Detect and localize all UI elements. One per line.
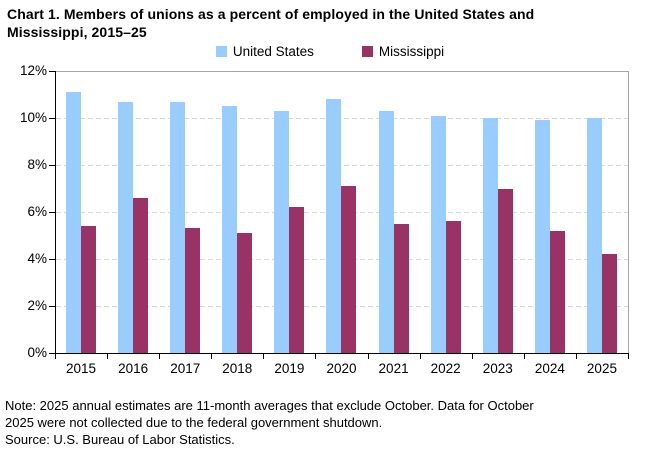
bar-united-states-2018 xyxy=(222,106,238,353)
bar-mississippi-2025 xyxy=(601,254,617,353)
legend-item-mississippi: Mississippi xyxy=(361,44,445,59)
x-axis-label-2023: 2023 xyxy=(482,361,513,376)
x-axis-label-2024: 2024 xyxy=(534,361,565,376)
y-axis-label-8%: 8% xyxy=(27,157,47,172)
chart-footer: Note: 2025 annual estimates are 11-month… xyxy=(5,397,657,448)
bar-mississippi-2023 xyxy=(497,188,513,353)
bar-mississippi-2017 xyxy=(185,228,201,353)
bar-mississippi-2020 xyxy=(341,186,357,353)
y-axis-tick-4% xyxy=(49,259,55,260)
x-axis-tick-9 xyxy=(523,354,525,359)
bar-mississippi-2018 xyxy=(237,233,253,353)
x-axis-tick-0 xyxy=(55,354,56,359)
bar-group-2018 xyxy=(211,71,263,353)
bar-mississippi-2022 xyxy=(445,221,461,353)
legend-marker-united-states-icon xyxy=(215,46,227,57)
y-axis-tick-12% xyxy=(49,71,55,72)
bar-group-2025 xyxy=(576,71,628,353)
x-axis-tick-5 xyxy=(315,354,317,359)
bar-group-2019 xyxy=(263,71,315,353)
bar-mississippi-2024 xyxy=(549,230,565,353)
bar-group-2021 xyxy=(368,71,420,353)
y-axis-label-4%: 4% xyxy=(27,251,47,266)
bar-group-2024 xyxy=(524,71,576,353)
x-axis-tick-1 xyxy=(107,354,109,359)
y-axis-label-6%: 6% xyxy=(27,204,47,219)
bar-mississippi-2016 xyxy=(133,197,149,353)
chart-title-line2: Mississippi, 2015–25 xyxy=(7,24,147,40)
x-axis-tick-2 xyxy=(159,354,161,359)
x-axis-label-2022: 2022 xyxy=(430,361,461,376)
bar-mississippi-2019 xyxy=(289,207,305,353)
y-axis-label-12%: 12% xyxy=(19,63,47,78)
bar-group-2022 xyxy=(420,71,472,353)
y-axis-tick-10% xyxy=(49,118,55,119)
x-axis-label-2025: 2025 xyxy=(586,361,617,376)
bar-united-states-2017 xyxy=(170,101,186,353)
bar-united-states-2020 xyxy=(326,99,342,353)
x-axis xyxy=(55,353,629,354)
y-axis-tick-8% xyxy=(49,165,55,166)
x-axis-tick-11 xyxy=(628,354,629,359)
x-axis-label-2016: 2016 xyxy=(118,361,149,376)
x-axis-tick-8 xyxy=(471,354,473,359)
legend-item-united-states: United States xyxy=(215,44,314,59)
x-axis-label-2017: 2017 xyxy=(170,361,201,376)
legend-label-mississippi: Mississippi xyxy=(378,44,445,59)
gridline-10% xyxy=(56,118,628,119)
bar-united-states-2015 xyxy=(66,92,82,353)
x-axis-tick-3 xyxy=(211,354,213,359)
x-axis-label-2019: 2019 xyxy=(274,361,305,376)
y-axis-tick-2% xyxy=(49,306,55,307)
bar-mississippi-2021 xyxy=(393,223,409,353)
bar-united-states-2022 xyxy=(430,115,446,353)
bar-group-2023 xyxy=(472,71,524,353)
y-axis-label-0%: 0% xyxy=(27,345,47,360)
x-axis-tick-4 xyxy=(263,354,265,359)
footnote-line2: 2025 were not collected due to the feder… xyxy=(5,415,383,430)
bar-united-states-2025 xyxy=(586,118,602,353)
bar-group-2016 xyxy=(107,71,159,353)
chart-title: Chart 1. Members of unions as a percent … xyxy=(7,5,655,41)
x-axis-label-2021: 2021 xyxy=(378,361,409,376)
bar-united-states-2021 xyxy=(378,110,394,353)
chart-title-line1: Chart 1. Members of unions as a percent … xyxy=(7,6,535,22)
bar-mississippi-2015 xyxy=(81,226,97,353)
bar-group-2017 xyxy=(159,71,211,353)
x-axis-tick-6 xyxy=(367,354,369,359)
x-axis-label-2020: 2020 xyxy=(326,361,357,376)
bar-united-states-2016 xyxy=(118,101,134,353)
x-axis-label-2015: 2015 xyxy=(66,361,97,376)
y-axis-label-2%: 2% xyxy=(27,298,47,313)
x-axis-label-2018: 2018 xyxy=(222,361,253,376)
source-note: Source: U.S. Bureau of Labor Statistics. xyxy=(5,432,235,447)
y-axis xyxy=(55,71,56,354)
footnote-line1: Note: 2025 annual estimates are 11-month… xyxy=(5,398,534,413)
legend-label-united-states: United States xyxy=(232,44,314,59)
y-axis-label-10%: 10% xyxy=(19,110,47,125)
bar-united-states-2019 xyxy=(274,110,290,353)
legend-marker-mississippi-icon xyxy=(361,46,373,57)
legend: United States Mississippi xyxy=(0,44,660,59)
gridline-8% xyxy=(56,165,628,166)
x-axis-tick-10 xyxy=(575,354,577,359)
bar-group-2015 xyxy=(55,71,107,353)
y-axis-tick-0% xyxy=(49,353,55,354)
bar-united-states-2023 xyxy=(482,118,498,353)
bar-united-states-2024 xyxy=(534,120,550,353)
x-axis-tick-7 xyxy=(419,354,421,359)
y-axis-tick-6% xyxy=(49,212,55,213)
bar-group-2020 xyxy=(315,71,367,353)
